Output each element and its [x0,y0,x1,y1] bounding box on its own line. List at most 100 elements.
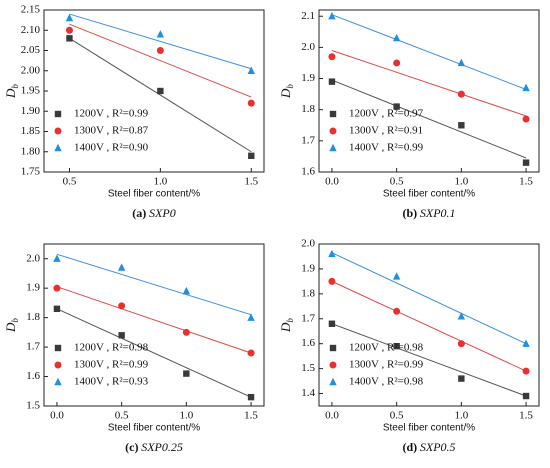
caption-label: (b) [402,206,417,220]
x-tick-label: 0.0 [325,410,339,422]
y-axis-label: Db [3,318,20,333]
y-axis-label-sub: b [10,84,20,89]
y-tick-label: 1.8 [301,103,315,115]
marker [65,26,73,34]
caption-text: SXP0.5 [420,440,456,454]
marker [522,392,530,400]
marker [522,339,530,347]
marker [392,272,401,280]
caption-text: SXP0 [149,206,176,220]
y-axis-label-sub: b [285,318,295,323]
marker [247,99,255,107]
y-tick-label: 1.9 [301,262,315,274]
fit-line [56,286,252,354]
marker [328,78,336,85]
y-tick-label: 2.0 [301,41,315,53]
caption-label: (a) [132,206,146,220]
y-axis-label: Db [278,318,295,333]
y-tick-label: 1.7 [301,312,315,324]
fit-line [56,308,252,398]
panel: 1.75 1.80 1.85 1.90 1.95 2.00 2.05 2.10 2.15 0.5 1… [3,4,265,220]
plot-frame [318,243,540,407]
y-tick-label: 1.9 [26,282,40,294]
marker [117,263,126,271]
marker [328,53,336,61]
plot-frame [318,9,540,173]
x-axis-label: Steel fiber content/% [108,423,200,434]
fit-line [331,79,527,159]
y-tick-label: 1.75 [21,166,41,178]
legend-marker [54,377,62,386]
fit-line [56,253,252,316]
fit-line [69,13,252,70]
x-tick-label: 1.0 [454,176,468,188]
marker [182,286,191,295]
legend-label: 1400V , R²=0.99 [349,142,424,154]
marker [53,284,61,292]
fit-line [69,37,252,153]
y-tick-label: 2.1 [301,10,315,22]
legend-label: 1300V , R²=0.99 [74,359,149,371]
y-tick-label: 2.00 [21,64,41,76]
marker [118,302,126,310]
y-tick-label: 2.0 [26,252,40,264]
legend-label: 1400V , R²=0.98 [349,376,424,388]
marker [247,393,255,401]
legend-label: 1400V , R²=0.93 [74,376,149,388]
marker [328,249,336,258]
legend-label: 1200V , R²=0.98 [349,342,424,354]
x-tick-label: 1.0 [454,410,468,422]
fit-line [331,252,527,345]
y-tick-label: 1.95 [21,85,41,97]
fit-line [331,280,527,372]
legend-marker [54,127,62,135]
marker [392,33,401,42]
legend-marker [329,110,337,118]
x-tick-label: 0.0 [325,176,339,188]
legend-marker [54,110,62,118]
x-tick-label: 0.5 [63,176,77,188]
legend-marker [329,377,337,386]
y-axis-label-main: D [278,322,293,333]
legend-label: 1300V , R²=0.99 [349,359,424,371]
x-axis-label: Steel fiber content/% [383,189,475,200]
x-tick-label: 1.5 [519,410,533,422]
marker [156,47,164,54]
x-tick-label: 1.0 [179,410,193,422]
y-axis-label-main: D [3,322,18,333]
marker [156,30,165,38]
panel: 1.5 1.6 1.7 1.8 1.9 2.0 0.0 0.5 1.0 1.5 Steel fibe… [3,243,265,454]
legend-marker [329,361,337,369]
marker [522,115,530,123]
marker [393,59,401,67]
x-axis-label: Steel fiber content/% [108,189,200,200]
y-tick-label: 1.8 [301,287,315,299]
marker [522,159,530,166]
legend-marker [329,143,337,152]
marker [522,83,530,92]
marker [118,332,125,339]
legend-label: 1200V , R²=0.97 [349,108,424,120]
marker [458,375,465,382]
y-tick-label: 1.9 [301,72,315,84]
caption: (c) SXP0.25 [125,440,183,454]
x-tick-label: 1.5 [244,410,258,422]
marker [247,349,255,357]
caption: (a) SXP0 [132,206,175,220]
panel: 1.6 1.7 1.8 1.9 2.0 2.1 0.0 0.5 1.0 1.5 Steel fibe… [278,9,540,220]
y-tick-label: 1.5 [301,362,315,374]
y-tick-label: 1.7 [26,341,40,353]
caption-text: SXP0.1 [420,206,456,220]
marker [393,103,400,110]
marker [182,328,190,336]
caption-label: (d) [402,440,417,454]
marker [248,152,255,159]
y-tick-label: 1.85 [21,125,41,137]
legend-label: 1200V , R²=0.98 [74,342,149,354]
plot-frame [43,243,265,407]
marker [457,58,466,67]
caption: (b) SXP0.1 [402,206,455,220]
y-tick-label: 1.4 [301,387,315,399]
x-tick-label: 0.5 [390,176,404,188]
